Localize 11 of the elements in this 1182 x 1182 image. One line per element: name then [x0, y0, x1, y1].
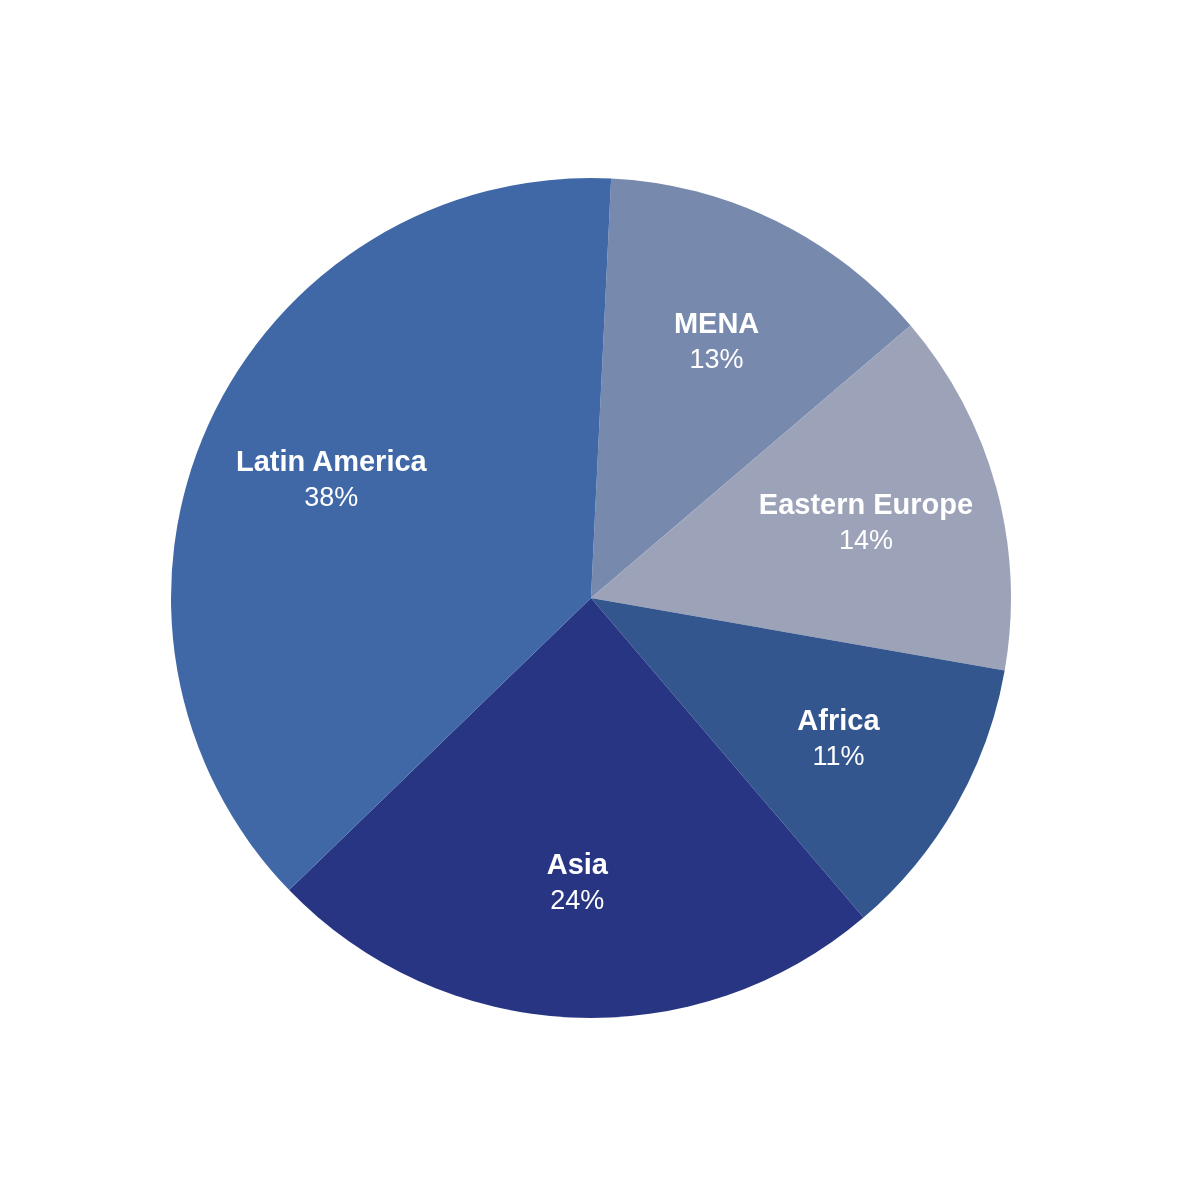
- data-label: 38%: [304, 482, 359, 513]
- slice-label: MENA: [673, 307, 760, 340]
- slice-label: Africa: [797, 704, 881, 737]
- slice-label: Latin America: [235, 445, 428, 478]
- data-label: 11%: [812, 741, 865, 772]
- slice-label: Eastern Europe: [758, 488, 974, 521]
- pie-slice: [171, 178, 612, 891]
- data-label: 24%: [550, 884, 605, 915]
- slice-label: Asia: [546, 847, 609, 880]
- data-label: 14%: [838, 525, 893, 556]
- data-label: 13%: [689, 344, 744, 375]
